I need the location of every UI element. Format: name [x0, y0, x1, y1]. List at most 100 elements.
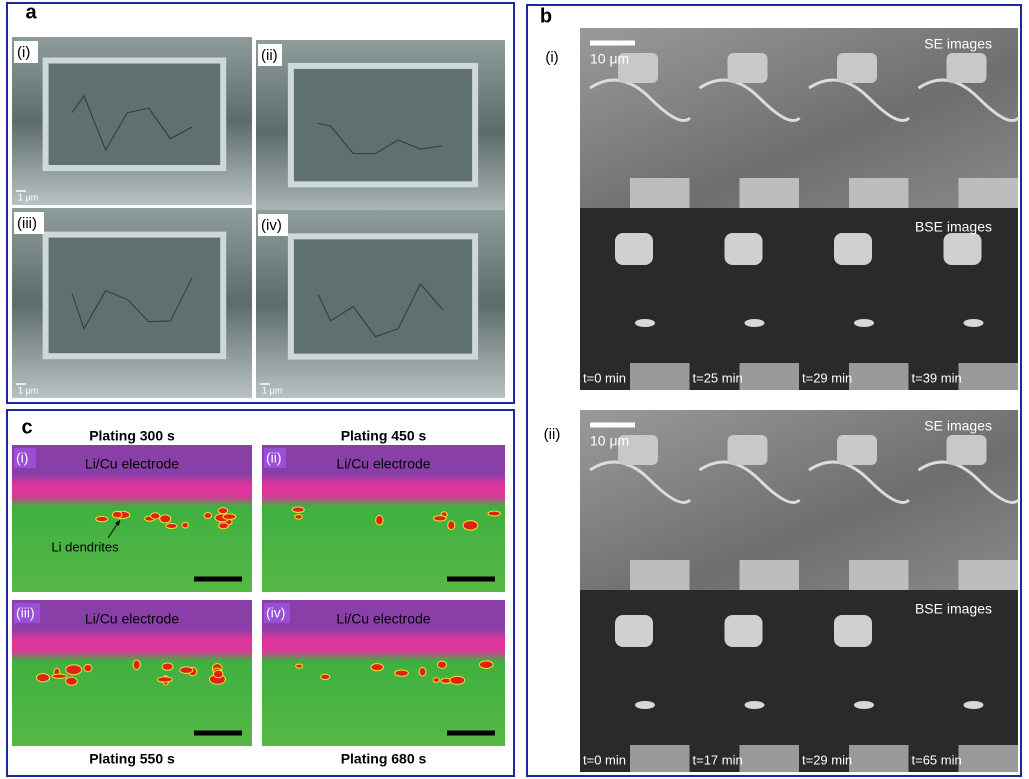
dendrite — [432, 677, 440, 683]
label-box — [14, 448, 36, 468]
dendrite — [217, 507, 229, 515]
plating-title: Plating 680 s — [341, 751, 427, 767]
particle-bse — [724, 615, 763, 647]
grain-boundary — [317, 282, 444, 338]
label-box — [14, 41, 38, 63]
scale-label: 10 μm — [590, 51, 629, 67]
label-box — [264, 448, 286, 468]
substrate — [739, 178, 799, 208]
surface-feature — [698, 460, 801, 504]
row-label: (i) — [545, 49, 558, 66]
surface-feature — [917, 78, 1020, 122]
substrate-bse — [630, 363, 690, 390]
time-label: t=0 min — [583, 370, 626, 385]
dendrite — [156, 676, 173, 683]
dendrite — [320, 673, 331, 681]
substrate-bse — [849, 363, 909, 390]
time-label: t=29 min — [802, 752, 852, 767]
dendrite — [213, 669, 224, 679]
particle-bse — [615, 233, 653, 265]
dendrite — [394, 669, 409, 677]
subpanel-label: (i) — [17, 44, 30, 61]
bse-label: BSE images — [915, 601, 992, 617]
dendrite — [432, 515, 447, 522]
dendrite — [294, 514, 303, 520]
substrate — [849, 560, 909, 590]
dendrite — [375, 514, 384, 526]
panel-label: b — [540, 5, 552, 27]
time-label: t=65 min — [912, 752, 962, 767]
subpanel-label: (iv) — [266, 605, 285, 621]
dendrite — [95, 515, 109, 523]
electrode-label: Li/Cu electrode — [336, 456, 430, 472]
dendrite — [65, 664, 83, 676]
particle-small — [635, 701, 655, 709]
sem-cavity — [287, 233, 479, 360]
surface-feature — [808, 78, 911, 122]
particle-small — [854, 701, 874, 709]
substrate-bse — [958, 745, 1018, 772]
dendrite — [159, 514, 172, 524]
se-label: SE images — [924, 36, 992, 52]
particle-small — [963, 701, 984, 709]
surface-feature — [589, 78, 692, 122]
label-box — [14, 212, 44, 234]
particle-se — [618, 435, 658, 465]
substrate-bse — [739, 745, 799, 772]
particle-se — [837, 53, 877, 83]
particle-small — [635, 319, 655, 327]
li-image — [262, 600, 505, 746]
substrate — [958, 178, 1018, 208]
electrode-label: Li/Cu electrode — [85, 611, 179, 627]
grain-boundary — [71, 277, 193, 331]
scale-label: 1 μm — [18, 385, 38, 395]
subpanel-label: (iv) — [261, 217, 282, 234]
panel-label: c — [21, 416, 32, 438]
particle-se — [946, 53, 987, 83]
dendrite — [295, 663, 304, 669]
particle-bse — [834, 615, 872, 647]
grain-boundary — [71, 94, 193, 152]
annotation: Li dendrites — [51, 539, 119, 554]
dendrite — [370, 663, 384, 672]
sem-cavity — [287, 62, 479, 188]
dendrite — [179, 666, 194, 674]
label-box — [258, 44, 282, 66]
substrate — [958, 560, 1018, 590]
scale-label: 1 μm — [262, 385, 282, 395]
substrate — [630, 178, 690, 208]
substrate — [849, 178, 909, 208]
substrate — [630, 560, 690, 590]
substrate-bse — [630, 745, 690, 772]
label-box — [14, 603, 40, 623]
substrate-bse — [958, 363, 1018, 390]
particle-se — [618, 53, 658, 83]
dendrite — [447, 520, 456, 531]
surface-feature — [808, 460, 911, 504]
substrate-bse — [849, 745, 909, 772]
row-label: (ii) — [544, 426, 561, 443]
surface-feature — [698, 78, 801, 122]
dendrite — [487, 510, 501, 517]
plating-title: Plating 300 s — [89, 428, 175, 444]
particle-se — [727, 435, 768, 465]
particle-se — [837, 435, 877, 465]
dendrite — [65, 676, 78, 686]
grain-boundary — [318, 122, 443, 155]
time-label: t=0 min — [583, 752, 626, 767]
scale-label: 1 μm — [18, 192, 38, 202]
time-label: t=29 min — [802, 370, 852, 385]
panel-b-frame — [526, 4, 1022, 777]
bse-label: BSE images — [915, 219, 992, 235]
plating-title: Plating 550 s — [89, 751, 175, 767]
surface-feature — [589, 460, 692, 504]
li-image — [262, 445, 505, 592]
subpanel-label: (i) — [16, 450, 28, 466]
dendrite — [449, 675, 466, 685]
dendrite — [181, 521, 189, 529]
dendrite — [436, 660, 447, 669]
sem-cavity — [42, 57, 227, 172]
dendrite — [83, 663, 93, 673]
time-label: t=25 min — [693, 370, 743, 385]
particle-small — [744, 319, 765, 327]
